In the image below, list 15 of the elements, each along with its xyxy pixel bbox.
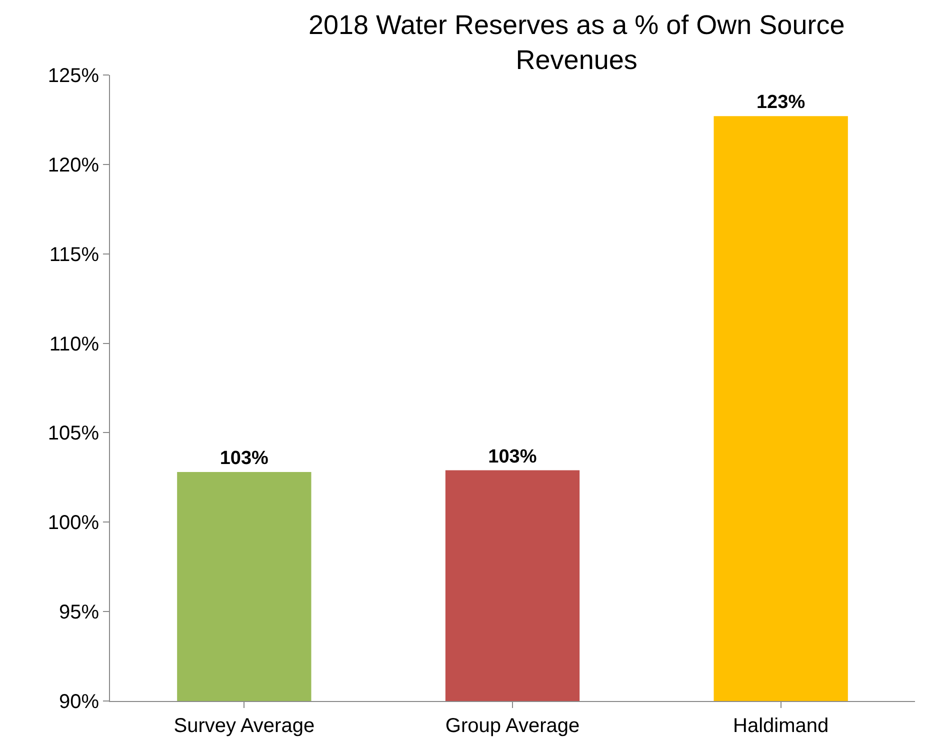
y-tick-label: 115% <box>49 244 100 266</box>
data-label: 103% <box>220 448 269 470</box>
y-tick-label: 125% <box>48 65 100 87</box>
y-tick-label: 105% <box>48 422 100 445</box>
y-tick-label: 90% <box>58 691 100 713</box>
x-tick-label: Haldimand <box>733 715 829 737</box>
data-label: 123% <box>756 92 806 114</box>
y-tick-label: 95% <box>58 602 100 624</box>
y-tick-label: 100% <box>48 512 100 534</box>
data-label: 103% <box>488 446 537 468</box>
x-tick-label: Group Average <box>445 715 580 737</box>
y-tick-label: 120% <box>48 154 100 176</box>
chart-title: 2018 Water Reserves as a % of Own Source Revenues <box>308 10 845 76</box>
x-tick-label: Survey Average <box>174 715 315 737</box>
y-tick-label: 110% <box>49 333 100 356</box>
